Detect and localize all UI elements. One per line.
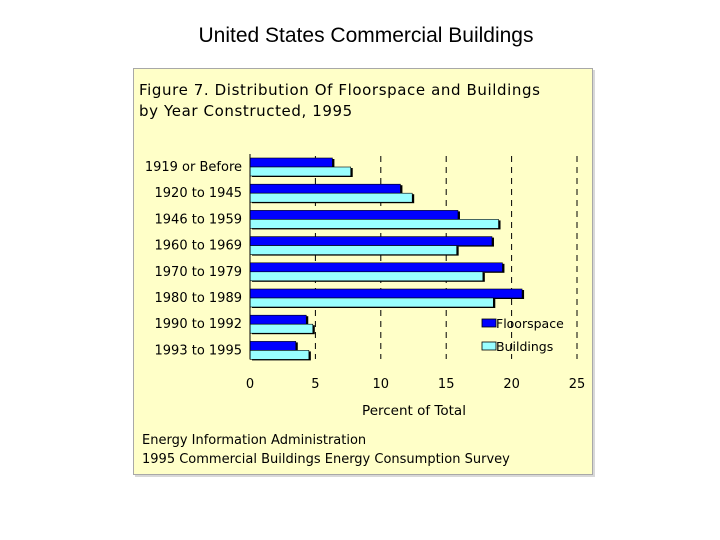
slide-title: United States Commercial Buildings: [198, 24, 534, 47]
legend-swatch-floorspace: [481, 318, 497, 328]
figure-title: Figure 7. Distribution Of Floorspace and…: [139, 80, 589, 122]
category-label: 1970 to 1979: [155, 265, 242, 280]
category-label: 1946 to 1959: [155, 212, 242, 227]
bar-floorspace: [249, 236, 493, 246]
legend-label-buildings: Buildings: [496, 339, 553, 354]
x-tick-label: 15: [438, 377, 455, 392]
x-axis-title: Percent of Total: [362, 403, 466, 419]
bar-buildings: [249, 323, 314, 334]
source-line-1: Energy Information Administration: [142, 433, 367, 448]
bar-floorspace: [249, 341, 297, 351]
legend: Floorspace Buildings: [481, 316, 564, 354]
bars: [249, 157, 525, 361]
category-label: 1920 to 1945: [155, 186, 242, 201]
bar-buildings: [249, 192, 413, 203]
figure-title-line-1: Figure 7. Distribution Of Floorspace and…: [139, 81, 541, 99]
bar-floorspace: [249, 262, 503, 273]
category-label: 1993 to 1995: [155, 343, 242, 358]
x-tick-label: 0: [246, 377, 254, 392]
bar-chart: 1919 or Before 1920 to 1945 1946 to 1959 19…: [145, 154, 585, 419]
x-tick-label: 10: [373, 377, 390, 392]
x-tick-label: 20: [503, 377, 520, 392]
bar-buildings: [249, 219, 499, 229]
x-tick-label: 5: [311, 377, 319, 392]
category-label: 1919 or Before: [145, 160, 242, 175]
bar-buildings: [249, 350, 310, 360]
category-label: 1980 to 1989: [155, 291, 242, 306]
bar-floorspace: [249, 183, 401, 194]
bar-floorspace: [249, 210, 459, 220]
bar-floorspace: [249, 314, 307, 325]
bar-buildings: [249, 297, 494, 308]
source-line-2: 1995 Commercial Buildings Energy Consump…: [142, 452, 510, 467]
bar-floorspace: [249, 288, 523, 299]
x-tick-label: 25: [569, 377, 586, 392]
bar-buildings: [249, 166, 352, 177]
legend-swatch-buildings: [481, 341, 497, 351]
category-label: 1990 to 1992: [155, 317, 242, 332]
bar-buildings: [249, 245, 457, 255]
source-note: Energy Information Administration 1995 C…: [142, 431, 587, 469]
category-labels: 1919 or Before 1920 to 1945 1946 to 1959 19…: [145, 160, 242, 358]
bar-buildings: [249, 271, 484, 282]
x-tick-labels: 0 5 10 15 20 25: [246, 377, 585, 392]
chart-panel: Figure 7. Distribution Of Floorspace and…: [133, 68, 593, 475]
category-label: 1960 to 1969: [155, 239, 242, 254]
legend-label-floorspace: Floorspace: [496, 316, 564, 331]
figure-title-line-2: by Year Constructed, 1995: [139, 102, 353, 120]
bar-floorspace: [249, 157, 333, 168]
